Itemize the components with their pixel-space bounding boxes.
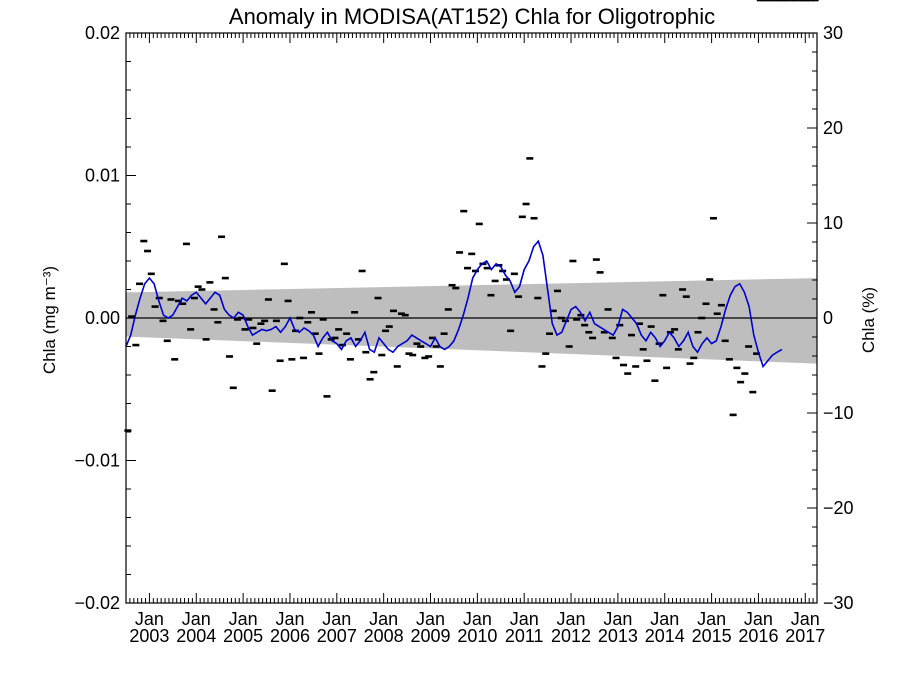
- x-tick-year-label: 2003: [129, 626, 169, 646]
- x-tick-month-label: Jan: [744, 609, 773, 629]
- y-right-tick-label: −30: [823, 593, 854, 613]
- y-right-tick-label: 30: [823, 23, 843, 43]
- y-axis-right-label: Chla (%): [859, 287, 878, 353]
- x-tick-month-label: Jan: [697, 609, 726, 629]
- x-tick-month-label: Jan: [416, 609, 445, 629]
- plot-area: −0.02 −0.01 0.00 0.01 0.02 −30 −20 −10 0 10 20 30 Ja…: [74, 0, 854, 646]
- x-tick-month-label: Jan: [229, 609, 258, 629]
- x-tick-year-label: 2010: [457, 626, 497, 646]
- y-right-tick-label: 20: [823, 118, 843, 138]
- x-tick-month-label: Jan: [369, 609, 398, 629]
- x-tick-year-label: 2005: [223, 626, 263, 646]
- x-tick-month-label: Jan: [510, 609, 539, 629]
- x-tick-year-label: 2014: [645, 626, 685, 646]
- x-tick-month-label: Jan: [463, 609, 492, 629]
- x-tick-month-label: Jan: [650, 609, 679, 629]
- x-tick-year-label: 2012: [551, 626, 591, 646]
- x-tick-year-label: 2009: [410, 626, 450, 646]
- x-tick-year-label: 2013: [598, 626, 638, 646]
- chart-title: Anomaly in MODISA(AT152) Chla for Oligot…: [229, 4, 715, 29]
- x-tick-year-label: 2016: [738, 626, 778, 646]
- uncertainty-band: [126, 278, 817, 364]
- x-tick-month-label: Jan: [603, 609, 632, 629]
- y-left-tick-label: 0.00: [85, 308, 120, 328]
- x-tick-month-label: Jan: [135, 609, 164, 629]
- y-left-tick-label: −0.01: [74, 451, 120, 471]
- y-right-tick-label: 10: [823, 213, 843, 233]
- x-tick-month-label: Jan: [791, 609, 820, 629]
- y-right-tick-label: −20: [823, 498, 854, 518]
- x-tick-month-label: Jan: [557, 609, 586, 629]
- x-tick-year-label: 2015: [692, 626, 732, 646]
- x-tick-year-label: 2004: [176, 626, 216, 646]
- x-tick-year-label: 2007: [317, 626, 357, 646]
- x-tick-year-label: 2008: [364, 626, 404, 646]
- y-right-tick-label: 0: [823, 308, 833, 328]
- y-left-tick-label: 0.01: [85, 166, 120, 186]
- x-tick-month-label: Jan: [182, 609, 211, 629]
- y-axis-left-label: Chla (mg m⁻³): [40, 266, 59, 374]
- x-tick-year-label: 2006: [270, 626, 310, 646]
- y-left-tick-label: −0.02: [74, 593, 120, 613]
- x-tick-year-label: 2011: [505, 626, 544, 646]
- x-tick-month-label: Jan: [322, 609, 351, 629]
- x-tick-year-label: 2017: [785, 626, 825, 646]
- y-right-tick-label: −10: [823, 403, 854, 423]
- x-tick-month-label: Jan: [275, 609, 304, 629]
- smoothed-series-line: [125, 239, 783, 369]
- y-left-tick-label: 0.02: [85, 23, 120, 43]
